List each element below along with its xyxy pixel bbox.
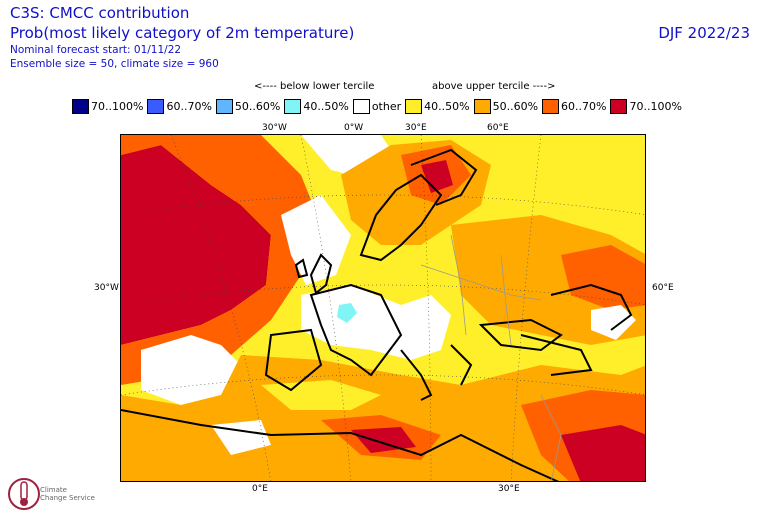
- lat-label-right: 60°E: [652, 283, 674, 293]
- legend-label: 70..100%: [629, 99, 682, 113]
- red-region: [121, 145, 271, 345]
- lon-label-top: 30°W: [262, 123, 287, 133]
- above-tercile-label: above upper tercile ---->: [432, 81, 556, 92]
- legend-swatch: [542, 98, 560, 114]
- lat-label-left: 30°W: [94, 283, 119, 293]
- title: C3S: CMCC contribution: [10, 4, 190, 22]
- legend-swatch: [284, 98, 302, 114]
- legend-item: 40..50%: [405, 98, 470, 114]
- legend-item: other: [352, 98, 402, 114]
- legend-label: 70..100%: [91, 99, 144, 113]
- legend-label: 40..50%: [303, 99, 349, 113]
- borders: [420, 234, 562, 481]
- lon-label-top: 30°E: [405, 123, 427, 133]
- legend-swatch: [473, 98, 491, 114]
- lon-label-top: 60°E: [487, 123, 509, 133]
- lon-label-bottom: 30°E: [498, 484, 520, 494]
- probability-map: [120, 134, 646, 482]
- logo-line2: Change Service: [40, 494, 95, 502]
- white-region: [591, 305, 636, 340]
- lon-label-bottom: 0°E: [252, 484, 268, 494]
- c3s-logo: [8, 478, 40, 510]
- legend-swatch: [352, 98, 370, 114]
- forecast-start: Nominal forecast start: 01/11/22: [10, 44, 182, 56]
- blue-region: [337, 303, 357, 323]
- subtitle: Prob(most likely category of 2m temperat…: [10, 24, 355, 42]
- orange-region: [121, 135, 321, 385]
- legend-swatch: [147, 98, 165, 114]
- red-region: [561, 425, 645, 481]
- logo-line1: Climate: [40, 486, 67, 494]
- red-region: [561, 245, 645, 310]
- red-region: [351, 427, 416, 453]
- legend-item: 60..70%: [147, 98, 212, 114]
- legend-swatch: [405, 98, 423, 114]
- yellow-region: [261, 380, 381, 410]
- legend-label: other: [371, 99, 402, 113]
- ensemble-size: Ensemble size = 50, climate size = 960: [10, 58, 219, 70]
- legend-label: 50..60%: [492, 99, 539, 113]
- legend-label: 60..70%: [561, 99, 607, 113]
- legend-label: 60..70%: [166, 99, 212, 113]
- legend-item: 50..60%: [215, 98, 281, 114]
- legend-label: 50..60%: [234, 99, 281, 113]
- legend-item: 60..70%: [542, 98, 607, 114]
- lon-label-top: 0°W: [344, 123, 364, 133]
- legend: 70..100% 60..70% 50..60% 40..50% other 40..50…: [72, 97, 686, 115]
- legend-label: 40..50%: [424, 99, 470, 113]
- legend-swatch: [72, 98, 89, 114]
- logo-text: Climate Change Service: [40, 486, 95, 502]
- legend-item: 40..50%: [284, 98, 349, 114]
- legend-swatch: [610, 98, 628, 114]
- below-tercile-label: <---- below lower tercile: [254, 81, 375, 92]
- legend-item: 50..60%: [473, 98, 539, 114]
- white-region: [301, 285, 451, 360]
- legend-swatch: [215, 98, 233, 114]
- coastline: [121, 148, 633, 481]
- graticule: [121, 135, 645, 481]
- legend-item: 70..100%: [72, 98, 144, 114]
- white-region: [141, 335, 241, 405]
- red-region: [421, 160, 453, 193]
- season-label: DJF 2022/23: [658, 24, 750, 42]
- legend-item: 70..100%: [610, 98, 682, 114]
